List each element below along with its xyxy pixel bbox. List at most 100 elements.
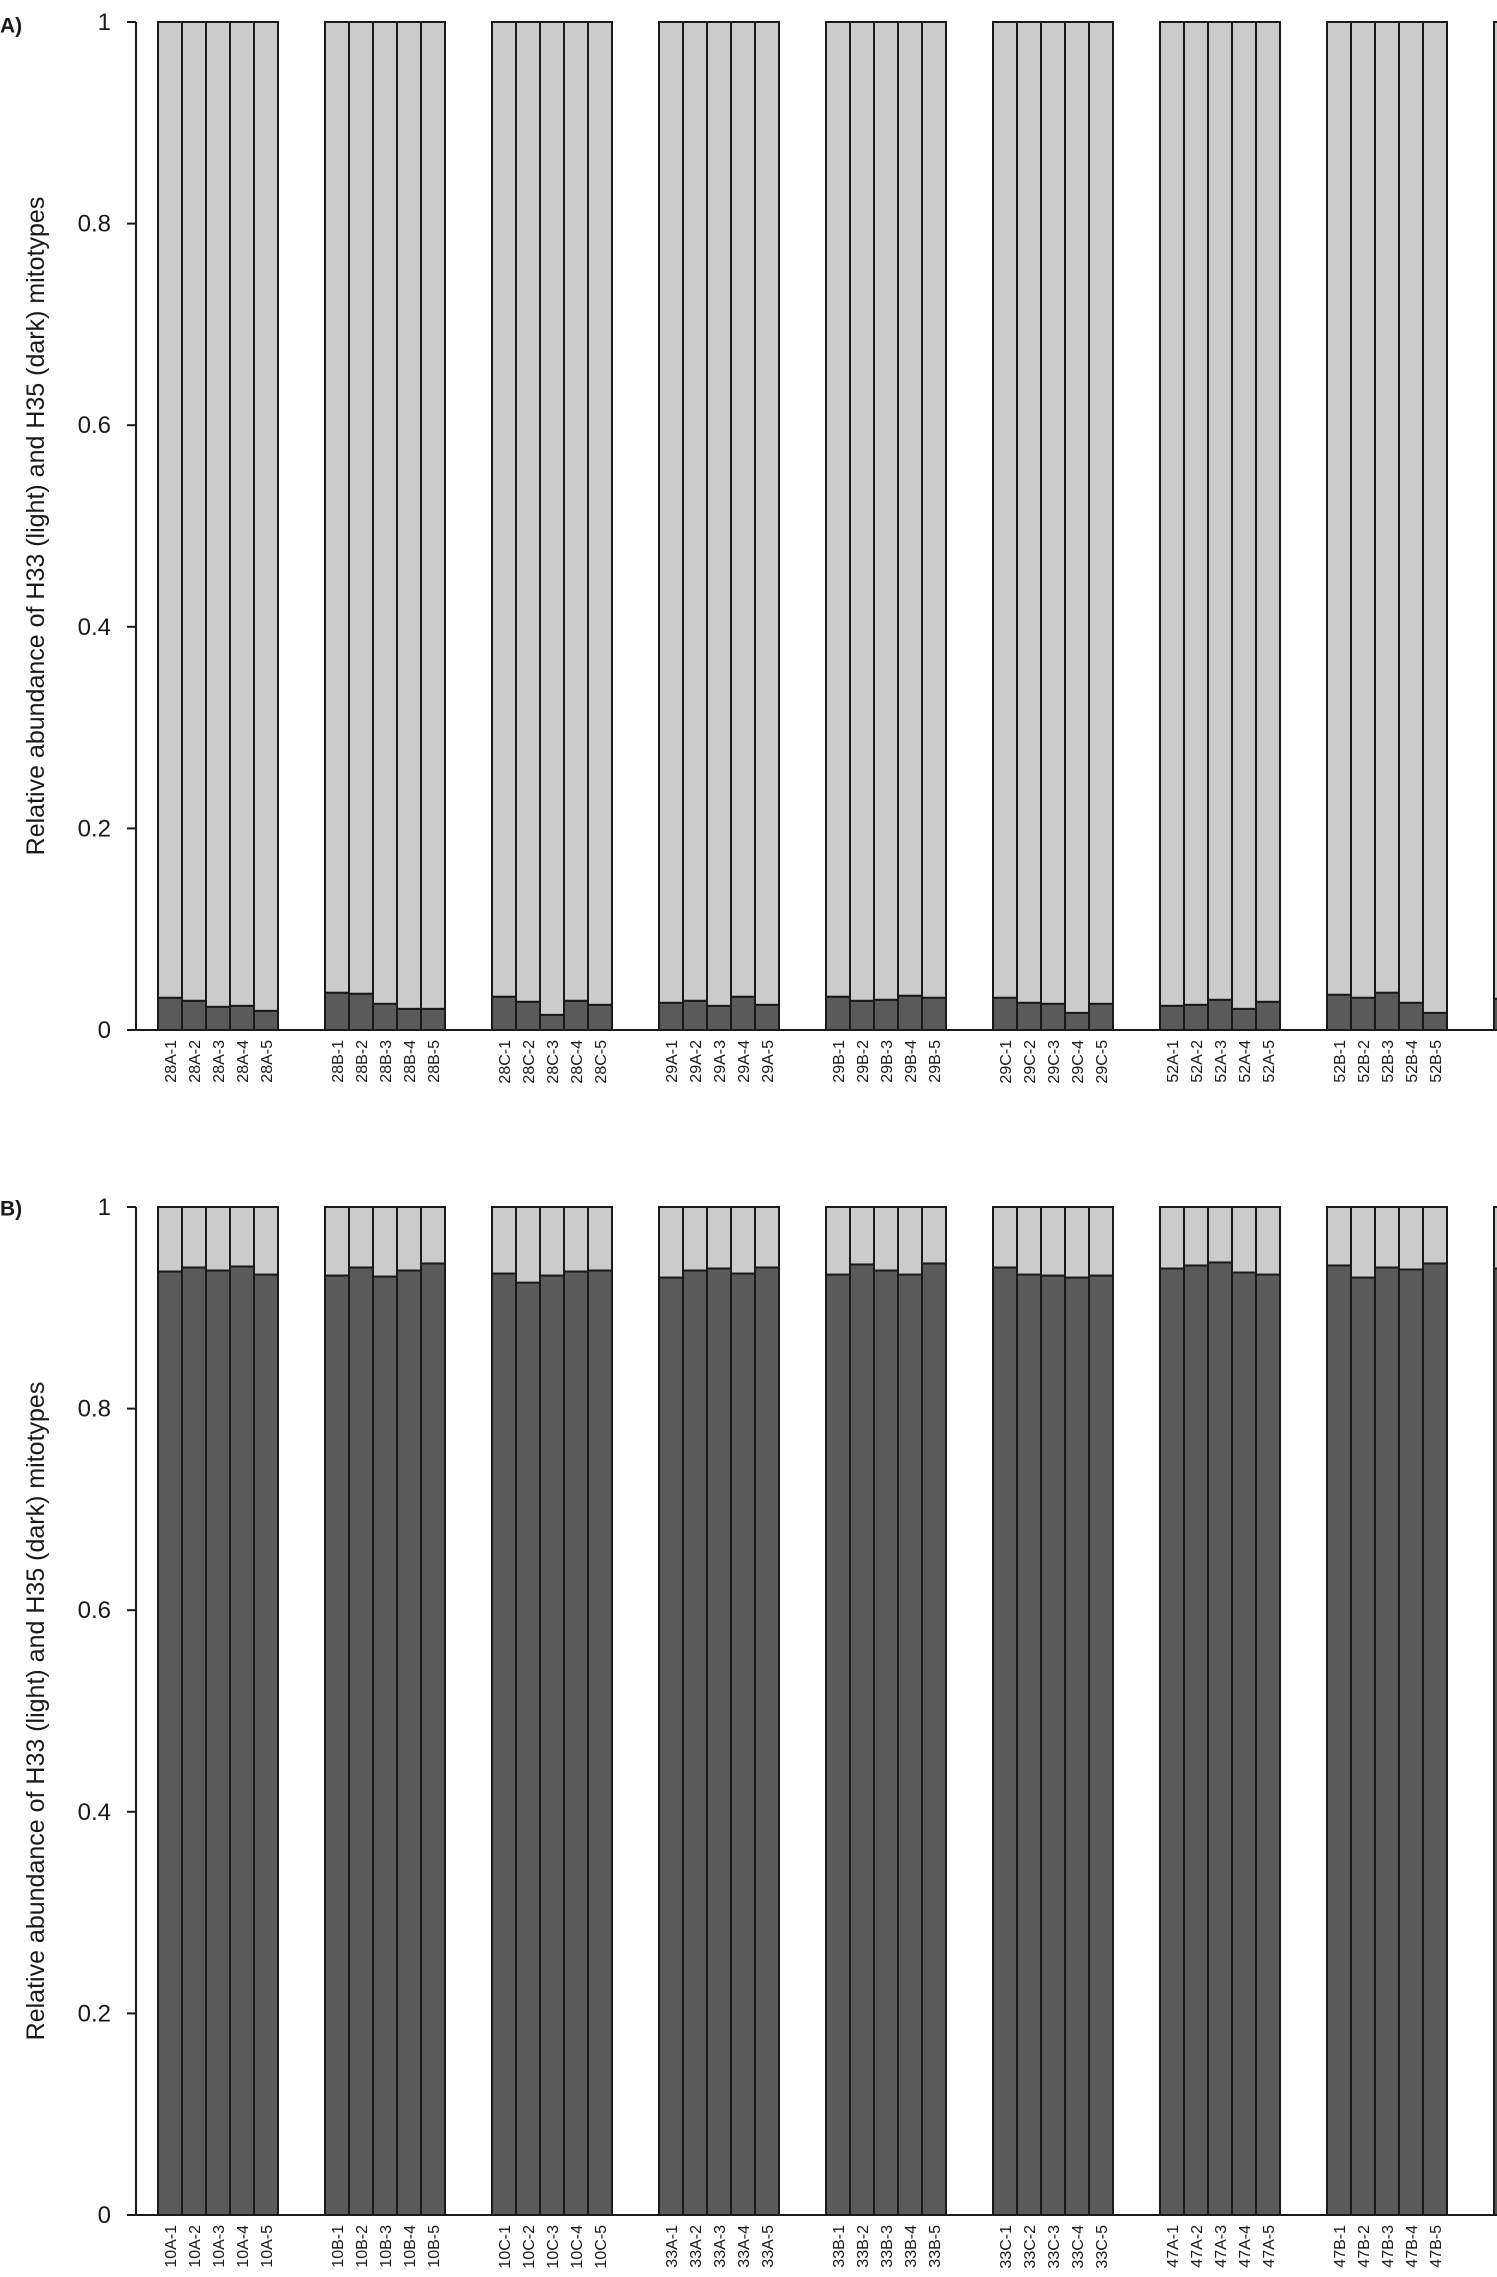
- bar-light-segment: [658, 21, 684, 1004]
- category-label: 47A-4: [1237, 2225, 1254, 2268]
- bar-light-segment: [229, 21, 255, 1007]
- bar-dark-segment: [658, 1001, 684, 1031]
- bar-dark-segment: [253, 1009, 279, 1032]
- bar-light-segment: [181, 1206, 207, 1269]
- bar-light-segment: [730, 21, 756, 998]
- bar-light-segment: [921, 21, 947, 999]
- category-label: 28C-5: [593, 1040, 610, 1084]
- category-label: 10A-4: [235, 2225, 252, 2268]
- bar-light-segment: [849, 1206, 875, 1266]
- bar-dark-segment: [1064, 1011, 1090, 1032]
- bar-dark-segment: [706, 1004, 732, 1031]
- bar-light-segment: [324, 21, 350, 994]
- bar-light-segment: [1422, 21, 1448, 1014]
- y-tick-label: 0.6: [78, 1597, 111, 1624]
- bar-dark-segment: [825, 995, 851, 1032]
- chart-panel-2: B) Relative abundance of H33 (light) and …: [0, 1194, 1497, 2269]
- bar-dark-segment: [1255, 1000, 1281, 1032]
- bar-light-segment: [1207, 1206, 1233, 1264]
- bar-dark-segment: [1088, 1002, 1114, 1031]
- category-label: 10C-5: [593, 2225, 610, 2269]
- bar-dark-segment: [825, 1273, 851, 2216]
- y-tick-label: 0.2: [78, 815, 111, 842]
- bar-dark-segment: [1183, 1264, 1209, 2216]
- bar-light-segment: [992, 1206, 1018, 1269]
- bar-light-segment: [1159, 21, 1185, 1007]
- bar-light-segment: [324, 1206, 350, 1277]
- bar-dark-segment: [229, 1004, 255, 1031]
- bar-dark-segment: [992, 1266, 1018, 2216]
- bar-dark-segment: [897, 1273, 923, 2216]
- bar-light-segment: [825, 1206, 851, 1276]
- category-label: 33C-1: [998, 2225, 1015, 2269]
- y-tick-label: 1: [98, 9, 111, 36]
- category-label: 52A-4: [1237, 1040, 1254, 1083]
- bar-dark-segment: [539, 1274, 565, 2216]
- bar-dark-segment: [420, 1262, 446, 2216]
- bar-light-segment: [897, 21, 923, 997]
- bar-light-segment: [420, 21, 446, 1010]
- bar-dark-segment: [1064, 1276, 1090, 2217]
- bar-dark-segment: [348, 992, 374, 1031]
- category-label: 52B-3: [1380, 1040, 1397, 1083]
- category-label: 29A-5: [760, 1040, 777, 1083]
- bar-light-segment: [706, 21, 732, 1007]
- bar-light-segment: [372, 21, 398, 1005]
- y-tick-label: 0.8: [78, 1396, 111, 1423]
- category-label: 28A-1: [163, 1040, 180, 1083]
- bar-dark-segment: [1040, 1002, 1066, 1031]
- bar-light-segment: [396, 21, 422, 1010]
- category-label: 47A-1: [1165, 2225, 1182, 2268]
- category-label: 33A-2: [688, 2225, 705, 2268]
- category-label: 33B-5: [927, 2225, 944, 2268]
- bar-dark-segment: [730, 1272, 756, 2216]
- bar-light-segment: [348, 21, 374, 995]
- category-label: 52B-4: [1404, 1040, 1421, 1083]
- category-label: 10B-2: [354, 2225, 371, 2268]
- category-label: 10A-1: [163, 2225, 180, 2268]
- category-label: 28C-2: [521, 1040, 538, 1084]
- bar-dark-segment: [229, 1265, 255, 2217]
- bar-light-segment: [539, 1206, 565, 1277]
- category-label: 28B-1: [330, 1040, 347, 1083]
- category-label: 10C-3: [545, 2225, 562, 2269]
- bar-light-segment: [157, 21, 183, 999]
- bar-dark-segment: [205, 1005, 231, 1031]
- bar-light-segment: [754, 1206, 780, 1269]
- bar-dark-segment: [1374, 991, 1400, 1031]
- bar-dark-segment: [324, 1274, 350, 2216]
- bar-light-segment: [539, 21, 565, 1016]
- category-label: 10A-5: [259, 2225, 276, 2268]
- bar-dark-segment: [682, 1269, 708, 2216]
- category-label: 33B-3: [879, 2225, 896, 2268]
- bar-dark-segment: [396, 1007, 422, 1031]
- bar-dark-segment: [1493, 1267, 1497, 2217]
- bar-dark-segment: [921, 1262, 947, 2216]
- bar-dark-segment: [587, 1269, 613, 2216]
- category-label: 10A-3: [211, 2225, 228, 2268]
- bar-light-segment: [730, 1206, 756, 1275]
- bar-light-segment: [754, 21, 780, 1006]
- category-label: 28B-4: [402, 1040, 419, 1083]
- bar-light-segment: [1159, 1206, 1185, 1270]
- bar-dark-segment: [563, 999, 589, 1032]
- bar-dark-segment: [491, 1272, 517, 2216]
- category-label: 10A-2: [187, 2225, 204, 2268]
- bar-light-segment: [706, 1206, 732, 1270]
- bar-dark-segment: [587, 1003, 613, 1031]
- category-label: 29A-2: [688, 1040, 705, 1083]
- bar-dark-segment: [873, 1269, 899, 2216]
- bar-light-segment: [157, 1206, 183, 1273]
- category-label: 10C-4: [569, 2225, 586, 2269]
- bar-light-segment: [1207, 21, 1233, 1001]
- category-label: 33A-4: [736, 2225, 753, 2268]
- bar-light-segment: [992, 21, 1018, 999]
- chart-panel-1: A) Relative abundance of H33 (light) and …: [0, 9, 1497, 1084]
- bar-dark-segment: [682, 999, 708, 1032]
- bar-light-segment: [1350, 1206, 1376, 1279]
- bar-light-segment: [1493, 21, 1497, 1000]
- category-label: 29B-2: [855, 1040, 872, 1083]
- category-label: 28A-4: [235, 1040, 252, 1083]
- bar-light-segment: [563, 21, 589, 1002]
- bar-dark-segment: [921, 996, 947, 1032]
